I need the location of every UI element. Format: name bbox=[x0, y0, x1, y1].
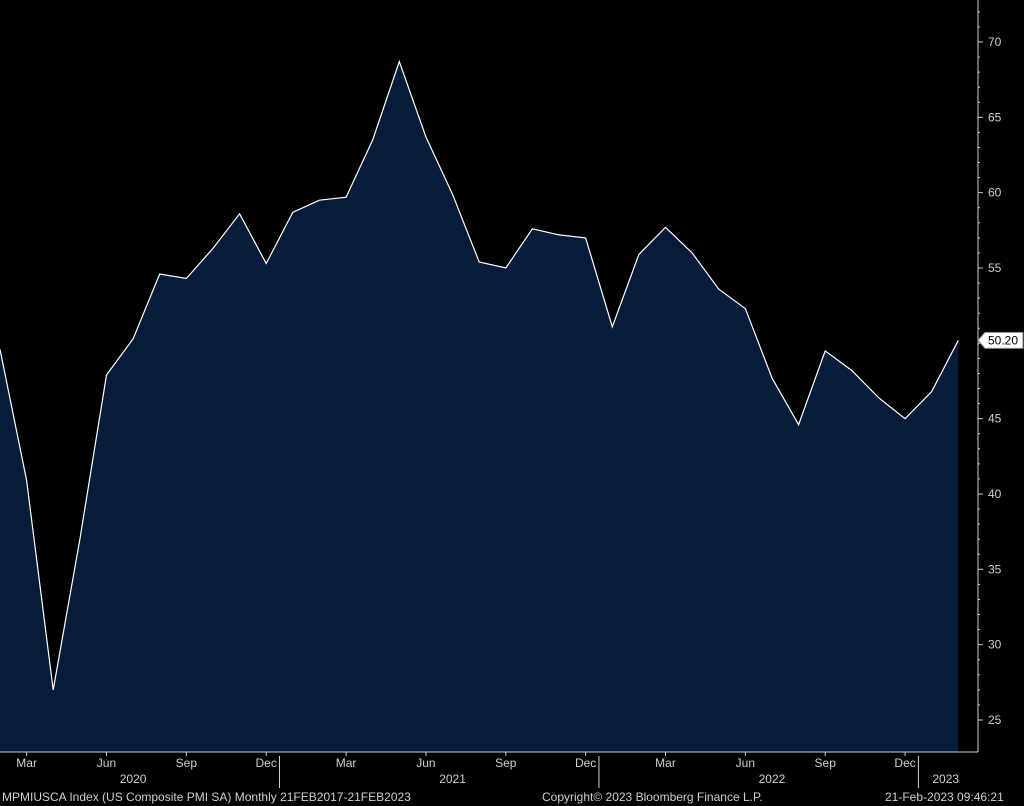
x-year-label: 2023 bbox=[932, 772, 959, 786]
y-tick-label: 70 bbox=[988, 35, 1002, 49]
x-year-label: 2020 bbox=[120, 772, 147, 786]
x-tick-label: Sep bbox=[176, 756, 198, 770]
y-tick-label: 25 bbox=[988, 713, 1002, 727]
x-year-label: 2021 bbox=[439, 772, 466, 786]
last-value-box bbox=[977, 331, 1024, 349]
x-tick-label: Mar bbox=[655, 756, 676, 770]
x-tick-label: Sep bbox=[815, 756, 837, 770]
x-year-label: 2022 bbox=[759, 772, 786, 786]
y-tick-label: 30 bbox=[988, 638, 1002, 652]
y-tick-label: 60 bbox=[988, 186, 1002, 200]
plot-area bbox=[0, 59, 959, 753]
last-value-marker: 50.20 bbox=[977, 331, 1024, 349]
y-tick-label: 45 bbox=[988, 412, 1002, 426]
x-tick-label: Jun bbox=[416, 756, 435, 770]
footer-bar: MPMIUSCA Index (US Composite PMI SA) Mon… bbox=[0, 789, 1024, 806]
last-value-label: 50.20 bbox=[988, 333, 1018, 347]
x-tick-label: Dec bbox=[256, 756, 277, 770]
x-tick-label: Sep bbox=[495, 756, 517, 770]
x-axis: Mar Jun Sep Dec Mar Jun Sep Dec Mar Jun Sep Dec 2020… bbox=[0, 751, 978, 788]
x-tick-label: Mar bbox=[16, 756, 37, 770]
y-tick-label: 55 bbox=[988, 261, 1002, 275]
x-tick-label: Dec bbox=[575, 756, 596, 770]
y-tick-label: 35 bbox=[988, 562, 1002, 576]
x-tick-label: Mar bbox=[336, 756, 357, 770]
x-tick-label: Jun bbox=[736, 756, 755, 770]
footer-copyright: Copyright© 2023 Bloomberg Finance L.P. bbox=[542, 790, 763, 804]
y-tick-label: 65 bbox=[988, 110, 1002, 124]
footer-ticker: MPMIUSCA Index (US Composite PMI SA) Mon… bbox=[2, 790, 411, 804]
y-tick-label: 40 bbox=[988, 487, 1002, 501]
series-area bbox=[0, 61, 959, 753]
x-tick-label: Dec bbox=[894, 756, 915, 770]
series-line bbox=[0, 59, 959, 691]
footer-timestamp: 21-Feb-2023 09:46:21 bbox=[885, 790, 1004, 804]
x-tick-label: Jun bbox=[97, 756, 116, 770]
